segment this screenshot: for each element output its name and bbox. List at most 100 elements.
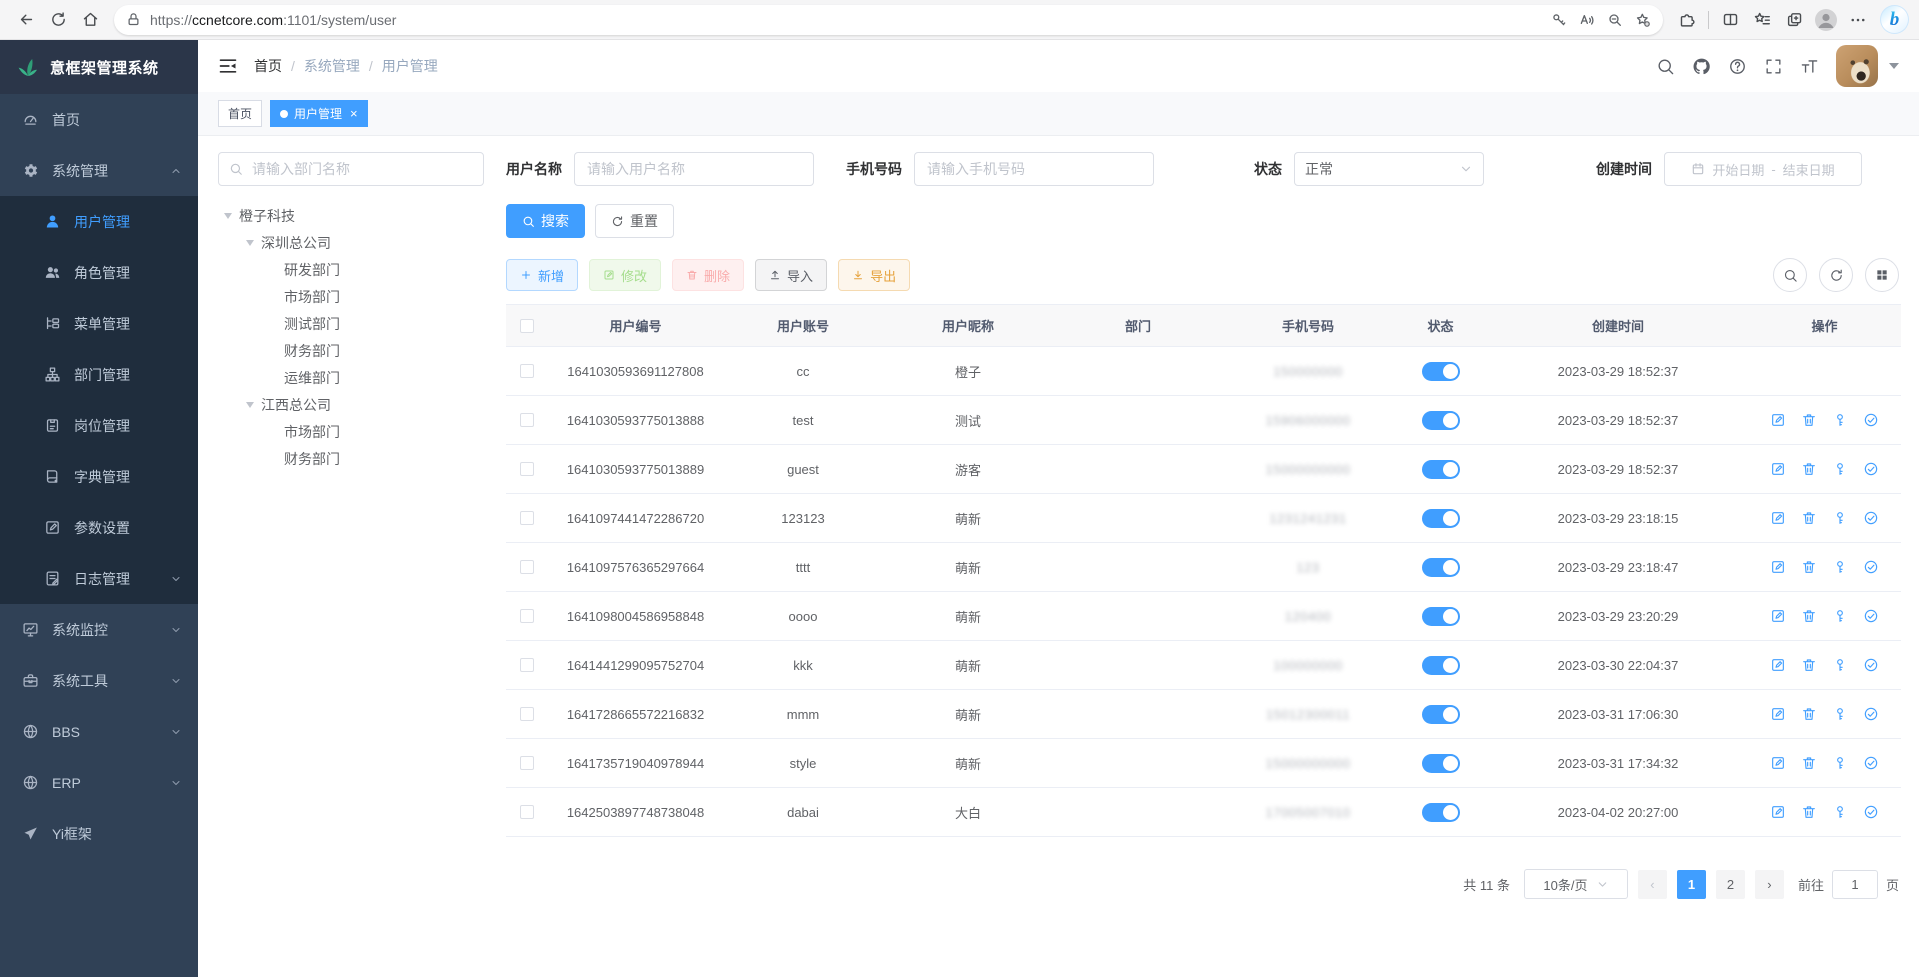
date-range-picker[interactable]: 开始日期 - 结束日期	[1664, 152, 1862, 186]
phone-field[interactable]	[914, 152, 1154, 186]
breadcrumb-home[interactable]: 首页	[254, 58, 282, 74]
assign-role-icon[interactable]	[1863, 804, 1879, 820]
delete-user-icon[interactable]	[1801, 755, 1817, 771]
assign-role-icon[interactable]	[1863, 461, 1879, 477]
delete-user-icon[interactable]	[1801, 559, 1817, 575]
page-button-1[interactable]: 1	[1676, 869, 1706, 899]
edit-user-icon[interactable]	[1770, 510, 1786, 526]
page-size-select[interactable]: 10条/页	[1523, 869, 1628, 899]
assign-role-icon[interactable]	[1863, 412, 1879, 428]
caret-down-icon[interactable]	[246, 239, 254, 246]
sidebar-item-menu[interactable]: 菜单管理	[0, 298, 198, 349]
row-checkbox[interactable]	[520, 413, 534, 427]
dept-search-input[interactable]	[250, 160, 473, 178]
tag-首页[interactable]: 首页	[218, 100, 263, 127]
edit-user-icon[interactable]	[1770, 804, 1786, 820]
browser-back-button[interactable]	[10, 4, 42, 36]
delete-user-icon[interactable]	[1801, 510, 1817, 526]
tree-node-测试部门[interactable]: 测试部门	[284, 315, 340, 332]
prev-page-button[interactable]: ‹	[1637, 869, 1667, 899]
row-checkbox[interactable]	[520, 364, 534, 378]
edit-user-icon[interactable]	[1770, 461, 1786, 477]
browser-refresh-button[interactable]	[42, 4, 74, 36]
sidebar-item-monitor[interactable]: 系统监控	[0, 604, 198, 655]
select-all-checkbox[interactable]	[520, 318, 534, 333]
status-toggle[interactable]	[1421, 753, 1460, 773]
status-toggle[interactable]	[1421, 410, 1460, 430]
toggle-search-button[interactable]	[1773, 258, 1807, 292]
sidebar-item-dict[interactable]: 字典管理	[0, 451, 198, 502]
user-avatar[interactable]	[1836, 45, 1878, 87]
delete-user-icon[interactable]	[1801, 461, 1817, 477]
export-button[interactable]: 导出	[838, 259, 911, 291]
sidebar-item-yi[interactable]: Yi框架	[0, 808, 198, 859]
add-favorite-icon[interactable]	[1629, 6, 1657, 34]
edit-user-icon[interactable]	[1770, 706, 1786, 722]
edit-user-icon[interactable]	[1770, 412, 1786, 428]
row-checkbox[interactable]	[520, 560, 534, 574]
font-size-icon[interactable]	[1800, 57, 1819, 76]
delete-user-icon[interactable]	[1801, 412, 1817, 428]
tree-node-运维部门[interactable]: 运维部门	[284, 369, 340, 386]
tree-node-橙子科技[interactable]: 橙子科技	[218, 202, 484, 229]
assign-role-icon[interactable]	[1863, 706, 1879, 722]
zoom-out-icon[interactable]	[1601, 6, 1629, 34]
address-bar[interactable]: https://ccnetcore.com:1101/system/user	[114, 4, 1663, 35]
status-toggle[interactable]	[1421, 361, 1460, 381]
tree-node-研发部门[interactable]: 研发部门	[284, 261, 340, 278]
status-toggle[interactable]	[1421, 508, 1460, 528]
reset-password-icon[interactable]	[1832, 657, 1848, 673]
copilot-icon[interactable]: b	[1880, 5, 1909, 34]
page-button-2[interactable]: 2	[1715, 869, 1745, 899]
status-toggle[interactable]	[1421, 606, 1460, 626]
browser-menu-icon[interactable]	[1842, 4, 1874, 36]
collections-icon[interactable]	[1778, 4, 1810, 36]
username-input[interactable]	[585, 160, 803, 178]
reset-button[interactable]: 重置	[595, 204, 674, 238]
sidebar-item-user[interactable]: 用户管理	[0, 196, 198, 247]
sidebar-item-dept[interactable]: 部门管理	[0, 349, 198, 400]
sidebar-item-bbs[interactable]: BBS	[0, 706, 198, 757]
row-checkbox[interactable]	[520, 707, 534, 721]
close-tag-icon[interactable]: ×	[350, 106, 358, 121]
sidebar-item-post[interactable]: 岗位管理	[0, 400, 198, 451]
row-checkbox[interactable]	[520, 511, 534, 525]
tree-node-市场部门[interactable]: 市场部门	[284, 423, 340, 440]
reset-password-icon[interactable]	[1832, 461, 1848, 477]
password-key-icon[interactable]	[1545, 6, 1573, 34]
row-checkbox[interactable]	[520, 756, 534, 770]
edit-user-icon[interactable]	[1770, 657, 1786, 673]
next-page-button[interactable]: ›	[1754, 869, 1784, 899]
reset-password-icon[interactable]	[1832, 608, 1848, 624]
breadcrumb-system[interactable]: 系统管理	[303, 58, 360, 74]
assign-role-icon[interactable]	[1863, 510, 1879, 526]
dept-search-box[interactable]	[218, 152, 484, 186]
row-checkbox[interactable]	[520, 609, 534, 623]
phone-input[interactable]	[925, 160, 1143, 178]
delete-user-icon[interactable]	[1801, 706, 1817, 722]
add-button[interactable]: 新增	[506, 259, 579, 291]
reset-password-icon[interactable]	[1832, 755, 1848, 771]
edit-user-icon[interactable]	[1770, 755, 1786, 771]
tree-node-市场部门[interactable]: 市场部门	[284, 288, 340, 305]
assign-role-icon[interactable]	[1863, 657, 1879, 673]
sidebar-item-role[interactable]: 角色管理	[0, 247, 198, 298]
tree-node-深圳总公司[interactable]: 深圳总公司	[218, 229, 484, 256]
assign-role-icon[interactable]	[1863, 755, 1879, 771]
tree-node-财务部门[interactable]: 财务部门	[284, 450, 340, 467]
refresh-table-button[interactable]	[1819, 258, 1853, 292]
assign-role-icon[interactable]	[1863, 559, 1879, 575]
sidebar-item-system[interactable]: 系统管理	[0, 145, 198, 196]
delete-user-icon[interactable]	[1801, 608, 1817, 624]
delete-user-icon[interactable]	[1801, 804, 1817, 820]
sidebar-item-erp[interactable]: ERP	[0, 757, 198, 808]
status-toggle[interactable]	[1421, 459, 1460, 479]
tag-用户管理[interactable]: 用户管理 ×	[270, 100, 368, 127]
reset-password-icon[interactable]	[1832, 804, 1848, 820]
browser-profile-avatar[interactable]	[1810, 4, 1842, 36]
favorites-icon[interactable]	[1746, 4, 1778, 36]
caret-down-icon[interactable]	[246, 401, 254, 408]
reset-password-icon[interactable]	[1832, 706, 1848, 722]
split-screen-icon[interactable]	[1714, 4, 1746, 36]
sidebar-toggle-icon[interactable]	[218, 56, 238, 76]
